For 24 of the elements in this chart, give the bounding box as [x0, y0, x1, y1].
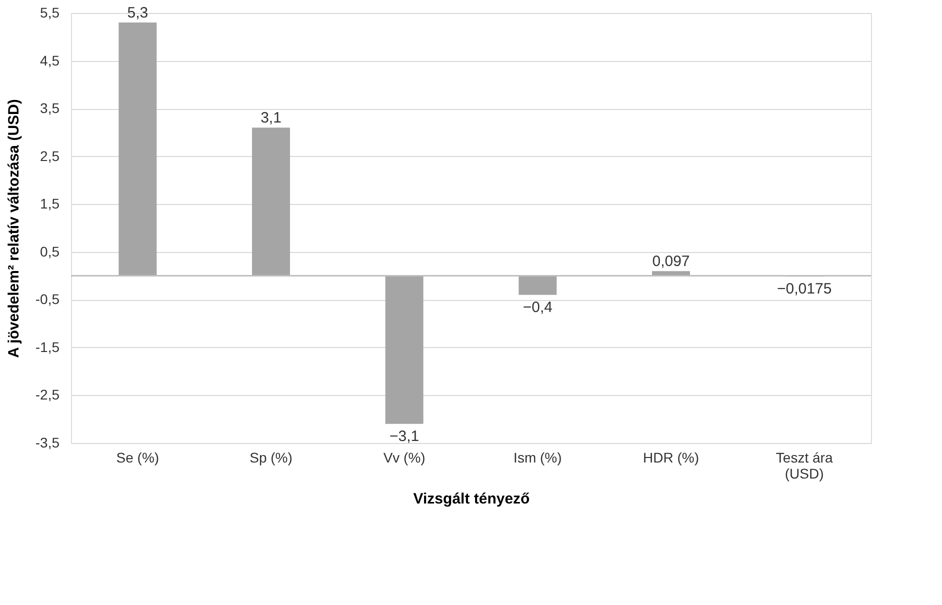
y-tick-label: -1,5 [35, 338, 60, 355]
x-tick-label: HDR (%) [643, 450, 699, 466]
y-tick-label: 2,5 [40, 148, 60, 164]
x-tick-label: Se (%) [116, 450, 160, 466]
x-tick-label: Vv (%) [383, 450, 426, 466]
y-tick-label: 0,5 [40, 243, 60, 260]
y-tick-label: -2,5 [35, 386, 60, 403]
x-tick-label: Sp (%) [250, 450, 292, 466]
y-tick-label: -3,5 [35, 434, 60, 450]
data-label: −3,1 [390, 428, 420, 445]
x-tick-label: Teszt ára (USD) [776, 450, 833, 482]
data-label: 5,3 [127, 4, 148, 22]
data-label: −0,0175 [777, 280, 832, 298]
y-tick-label: 3,5 [40, 100, 60, 116]
x-axis-title: Vizsgált tényező [413, 490, 530, 508]
x-tick-label: Ism (%) [514, 450, 562, 466]
y-axis-title: A jövedelem² relatív változása (USD) [5, 99, 22, 358]
data-label: −0,4 [522, 298, 552, 316]
data-label: 3,1 [260, 110, 282, 127]
data-label: 0,097 [652, 253, 690, 270]
y-tick-label: 1,5 [40, 196, 60, 212]
y-tick-label: -0,5 [35, 291, 60, 308]
y-tick-label: 4,5 [40, 52, 60, 68]
y-tick-label: 5,5 [40, 4, 60, 20]
